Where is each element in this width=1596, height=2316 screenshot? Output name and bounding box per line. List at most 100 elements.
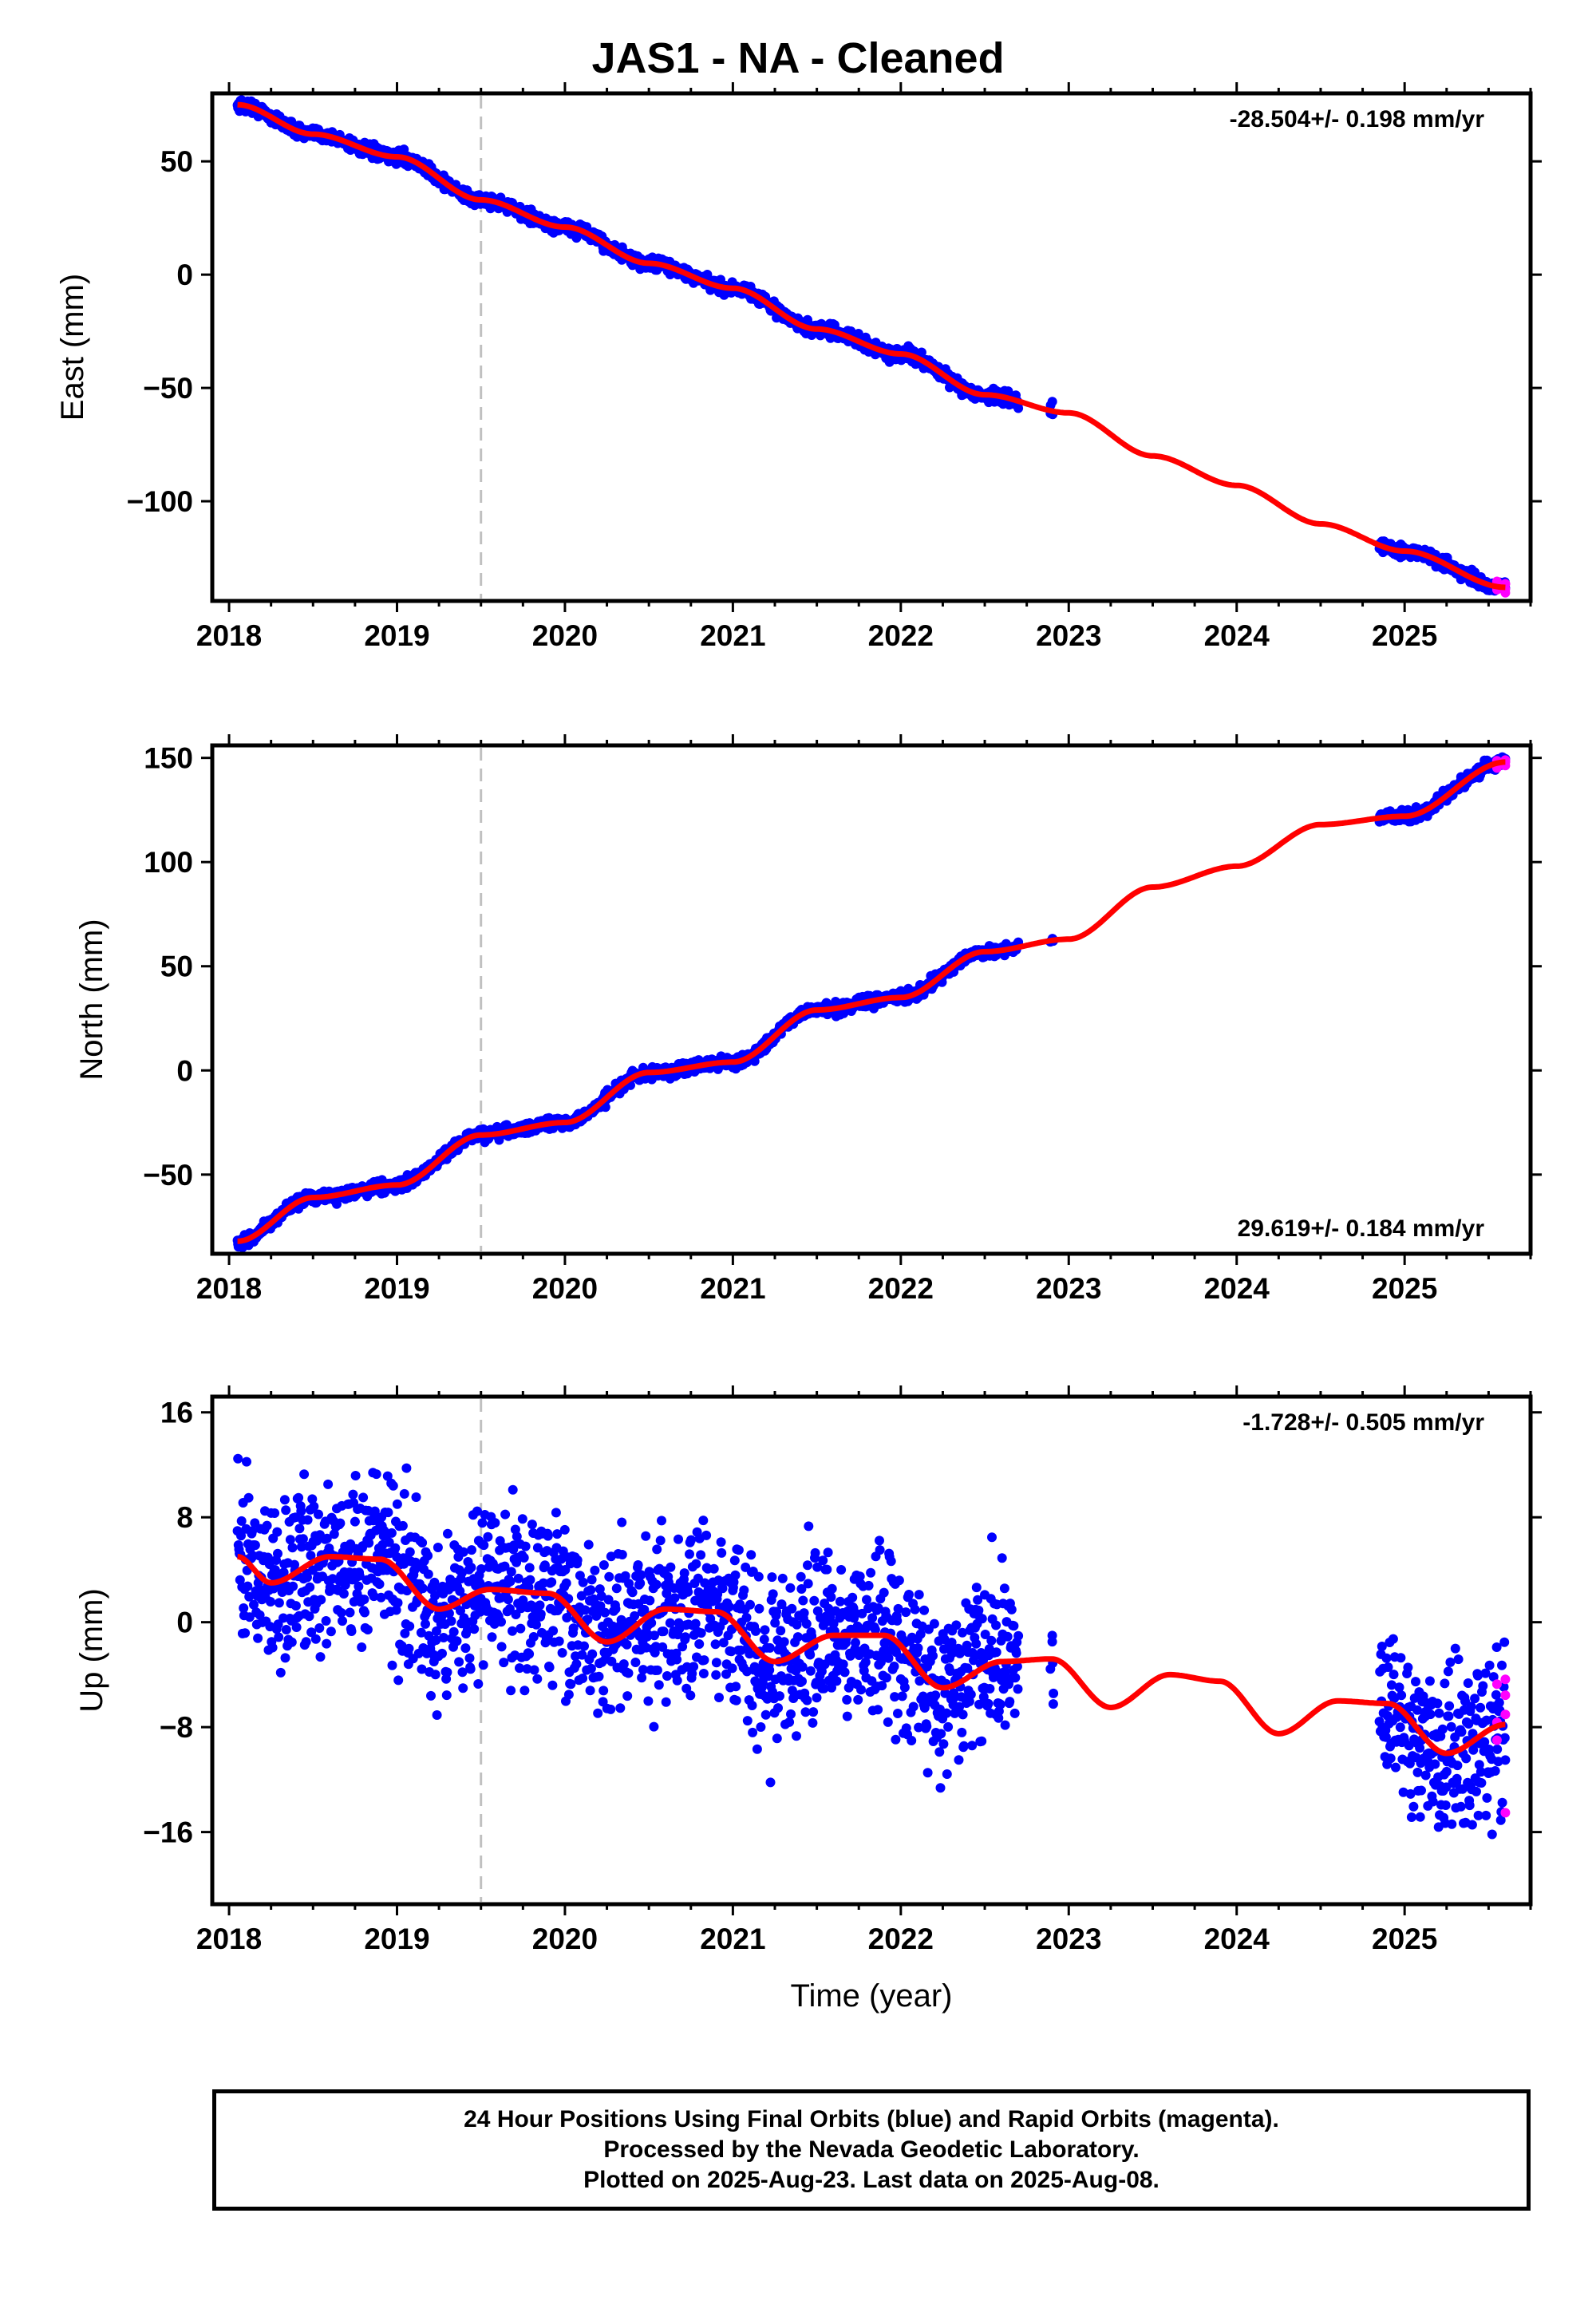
up-final-point: [662, 1588, 672, 1599]
up-final-point: [754, 1603, 764, 1614]
up-final-point: [358, 1492, 369, 1503]
east-rate-label: -28.504+/- 0.198 mm/yr: [1230, 106, 1485, 132]
up-final-point: [301, 1637, 311, 1647]
up-final-point: [547, 1680, 558, 1690]
up-final-point: [751, 1626, 760, 1636]
up-final-point: [572, 1555, 583, 1565]
up-final-point: [576, 1591, 587, 1601]
up-final-point: [583, 1539, 594, 1550]
up-final-point: [586, 1585, 596, 1595]
up-final-point: [593, 1708, 603, 1718]
up-final-point: [650, 1630, 659, 1641]
up-final-point: [674, 1534, 683, 1544]
up-final-point: [680, 1632, 690, 1642]
up-final-point: [382, 1471, 393, 1481]
up-final-point: [586, 1663, 596, 1674]
up-final-point: [524, 1649, 535, 1659]
up-final-point: [487, 1632, 497, 1642]
up-final-point: [746, 1550, 757, 1560]
up-final-point: [476, 1564, 487, 1574]
up-final-point: [286, 1637, 297, 1647]
up-final-point: [739, 1585, 749, 1595]
up-final-point: [369, 1506, 380, 1516]
north-x-tick-label: 2020: [532, 1272, 598, 1305]
up-final-point: [512, 1531, 522, 1542]
up-final-point: [306, 1627, 317, 1638]
north-y-tick-label: −50: [143, 1159, 193, 1192]
up-final-point: [535, 1609, 546, 1619]
up-final-point: [458, 1547, 468, 1557]
up-final-point: [596, 1591, 606, 1601]
up-final-point: [442, 1667, 452, 1678]
north-y-tick-label: 0: [176, 1054, 193, 1087]
up-final-point: [831, 1606, 841, 1616]
up-final-point: [639, 1604, 650, 1614]
up-final-point: [604, 1571, 614, 1582]
north-x-tick-label: 2025: [1372, 1272, 1437, 1305]
up-final-point: [711, 1670, 721, 1680]
up-final-point: [580, 1605, 591, 1615]
up-final-point: [460, 1643, 471, 1654]
up-final-point: [267, 1642, 278, 1653]
up-final-point: [508, 1626, 517, 1636]
up-final-point: [296, 1542, 306, 1552]
up-final-point: [797, 1676, 807, 1686]
up-final-point: [826, 1592, 836, 1603]
up-final-point: [741, 1612, 752, 1622]
up-final-point: [799, 1608, 809, 1618]
up-final-point: [805, 1666, 816, 1676]
up-final-point: [386, 1528, 397, 1538]
up-final-point: [622, 1691, 633, 1701]
up-final-point: [585, 1686, 595, 1696]
up-final-point: [786, 1709, 796, 1719]
east-x-tick-label: 2020: [532, 619, 598, 652]
up-final-point: [456, 1606, 465, 1616]
up-final-point: [478, 1660, 488, 1670]
up-final-point: [513, 1573, 523, 1583]
up-final-point: [455, 1586, 465, 1596]
up-final-point: [845, 1650, 855, 1661]
up-final-point: [391, 1605, 401, 1615]
up-final-point: [563, 1690, 574, 1700]
up-final-point: [421, 1618, 430, 1629]
up-final-point: [772, 1607, 782, 1617]
up-final-point: [275, 1667, 286, 1678]
up-final-point: [598, 1560, 609, 1570]
up-final-point: [714, 1693, 724, 1702]
up-final-point: [603, 1595, 614, 1605]
up-final-point: [417, 1664, 427, 1674]
up-final-point: [274, 1598, 284, 1608]
up-final-point: [646, 1618, 657, 1628]
up-final-point: [405, 1547, 415, 1557]
up-final-point: [559, 1524, 570, 1535]
up-final-point: [417, 1583, 428, 1594]
up-final-point: [772, 1733, 782, 1744]
up-final-point: [828, 1618, 839, 1629]
up-final-point: [598, 1686, 609, 1696]
up-final-point: [273, 1548, 282, 1559]
up-final-point: [454, 1657, 464, 1667]
up-final-point: [323, 1479, 334, 1489]
up-final-point: [322, 1638, 332, 1649]
up-final-point: [672, 1675, 682, 1686]
up-final-point: [681, 1683, 692, 1694]
up-final-point: [416, 1627, 426, 1638]
up-final-point: [651, 1579, 662, 1590]
up-final-point: [362, 1625, 373, 1634]
up-final-point: [765, 1777, 776, 1788]
up-final-point: [539, 1560, 550, 1571]
up-final-point: [685, 1549, 694, 1559]
up-final-point: [760, 1625, 770, 1635]
north-y-tick-label: 150: [144, 742, 193, 775]
up-final-point: [587, 1649, 598, 1659]
up-final-point: [579, 1641, 589, 1651]
up-final-point: [500, 1561, 510, 1571]
up-final-point: [350, 1471, 361, 1480]
up-final-point: [606, 1656, 617, 1666]
up-final-point: [321, 1616, 331, 1626]
up-final-point: [767, 1572, 777, 1583]
up-final-point: [685, 1690, 696, 1701]
up-final-point: [568, 1623, 579, 1634]
up-final-point: [672, 1654, 682, 1665]
